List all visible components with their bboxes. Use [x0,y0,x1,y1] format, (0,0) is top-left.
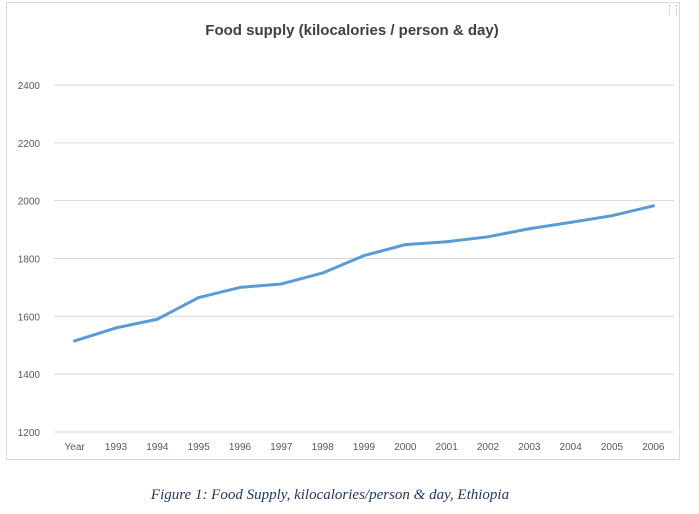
data-point [445,240,449,244]
y-tick-label: 1800 [18,255,41,266]
x-axis-tick-labels: Year 1993 1994 1995 1996 1997 1998 1999 2000 2001… [65,442,665,453]
y-tick-label: 1200 [18,428,41,439]
x-tick-label: 1993 [105,442,128,453]
x-tick-label: 2000 [394,442,417,453]
figure-caption: Figure 1: Food Supply, kilocalories/pers… [150,487,510,503]
line-chart: Food supply (kilocalories / person & day… [18,22,674,453]
data-point [569,220,573,224]
data-point [279,282,283,286]
x-tick-label: 1994 [146,442,169,453]
data-point [155,317,159,321]
x-tick-label: Year [65,442,86,453]
x-tick-label: 1998 [312,442,335,453]
data-point [114,326,118,330]
y-tick-label: 2400 [18,81,41,92]
data-point [610,214,614,218]
data-point [651,204,655,208]
data-point [486,235,490,239]
data-point [321,271,325,275]
x-tick-label: 2001 [436,442,459,453]
data-point [403,243,407,247]
data-point [362,254,366,258]
data-point [73,339,77,343]
x-tick-label: 2004 [560,442,583,453]
chart-title: Food supply (kilocalories / person & day… [205,22,498,39]
x-tick-label: 1995 [188,442,211,453]
x-tick-label: 2006 [642,442,665,453]
data-point [238,285,242,289]
y-axis-tick-labels: 1200 1400 1600 1800 2000 2200 2400 [18,81,41,439]
x-tick-label: 2002 [477,442,500,453]
y-tick-label: 1400 [18,370,41,381]
data-point [197,296,201,300]
x-tick-label: 2003 [518,442,541,453]
x-tick-label: 1997 [270,442,293,453]
x-tick-label: 1996 [229,442,252,453]
gridlines [54,84,674,433]
resize-handle-icon [669,5,677,15]
y-tick-label: 2200 [18,139,41,150]
x-tick-label: 2005 [601,442,624,453]
y-tick-label: 2000 [18,197,41,208]
chart-frame: Food supply (kilocalories / person & day… [6,2,680,460]
series-layer [73,204,655,343]
series-line [73,204,655,343]
y-tick-label: 1600 [18,312,41,323]
x-tick-label: 1999 [353,442,376,453]
data-point [527,227,531,231]
